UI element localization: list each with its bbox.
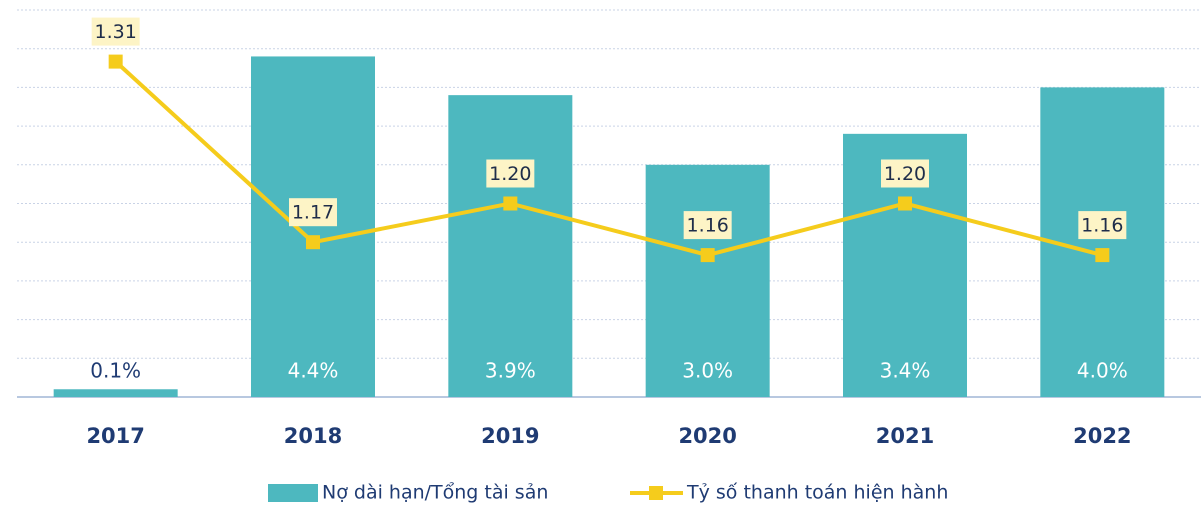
line-label-bg — [1078, 211, 1127, 240]
line-label-bg — [683, 211, 732, 240]
x-tick-label: 2022 — [1073, 424, 1131, 448]
line-value-label: 1.16 — [687, 215, 729, 237]
legend-marker — [649, 486, 663, 500]
legend-label: Tỷ số thanh toán hiện hành — [686, 482, 948, 504]
bar-value-label: 3.4% — [880, 359, 931, 383]
line-marker — [1095, 248, 1110, 263]
bar-value-label: 3.9% — [485, 359, 536, 383]
line-label-bg — [91, 17, 140, 46]
line — [114, 60, 1103, 258]
bar — [1040, 87, 1165, 398]
x-tick-label: 2018 — [284, 424, 342, 448]
bar-value-label: 4.4% — [288, 359, 339, 383]
line-marker — [306, 235, 320, 250]
line-marker — [898, 196, 912, 211]
line-value-label: 1.20 — [489, 163, 531, 185]
legend-swatch — [268, 484, 318, 502]
line-marker — [700, 248, 715, 263]
x-tick-label: 2017 — [86, 424, 144, 448]
line-label-bg — [881, 159, 929, 188]
bar — [53, 389, 178, 397]
x-tick-label: 2020 — [678, 424, 736, 448]
line-marker — [108, 54, 123, 69]
x-tick-label: 2019 — [481, 424, 539, 448]
bar — [448, 95, 573, 397]
x-tick-label: 2021 — [876, 424, 934, 448]
bar-value-label: 0.1% — [90, 359, 141, 383]
bar-value-label: 3.0% — [682, 359, 733, 383]
line-label-bg — [486, 159, 535, 188]
line-value-label: 1.31 — [95, 21, 137, 43]
legend-label: Nợ dài hạn/Tổng tài sản — [322, 482, 548, 504]
line-label-bg — [289, 198, 337, 227]
line-value-label: 1.17 — [292, 202, 334, 224]
line-value-label: 1.20 — [884, 163, 926, 185]
line-value-label: 1.16 — [1081, 215, 1123, 237]
bar-value-label: 4.0% — [1077, 359, 1128, 383]
bar — [645, 164, 770, 397]
bar — [251, 56, 375, 397]
line-marker — [503, 196, 518, 211]
